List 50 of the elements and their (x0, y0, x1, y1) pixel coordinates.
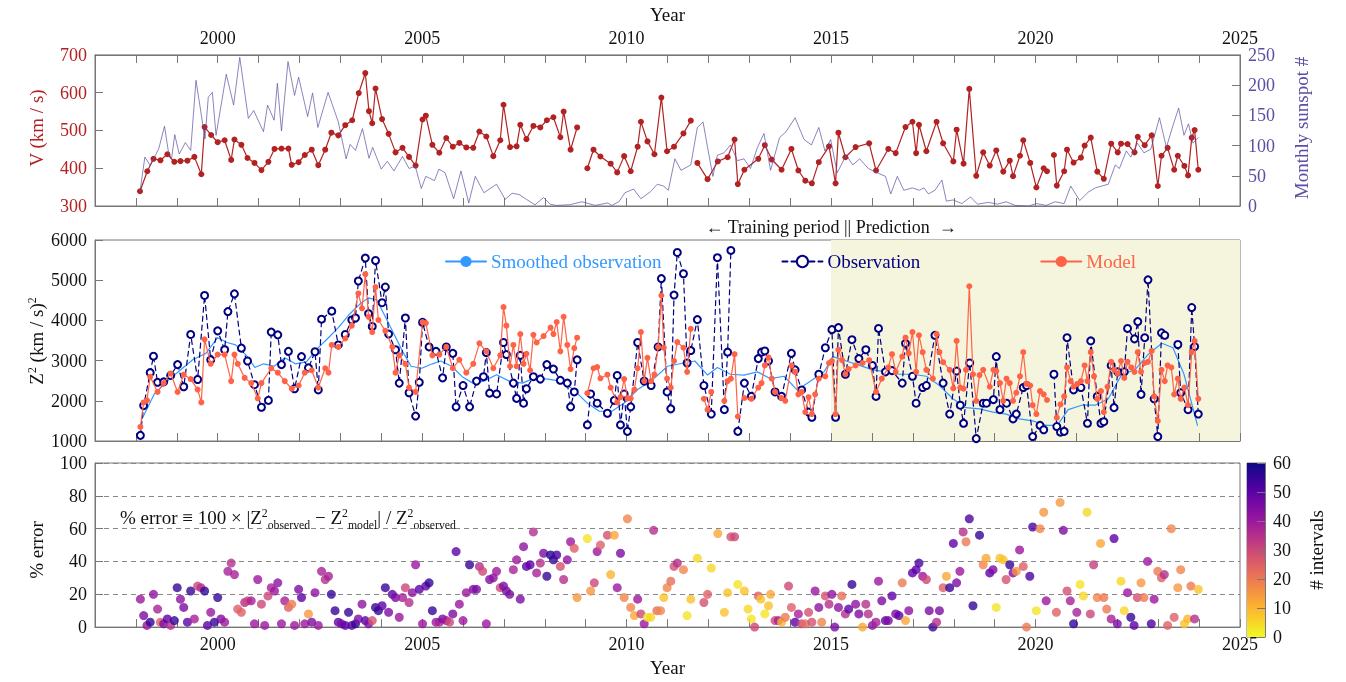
y-tick-label: 600 (60, 82, 87, 103)
y-tick-label: 6000 (51, 230, 87, 250)
color-bar-label: 0 (1273, 627, 1282, 647)
y-tick-label: 5000 (51, 270, 87, 291)
x2-tick-label: 2010 (608, 27, 645, 48)
color-bar-label: 60 (1273, 453, 1291, 473)
y-axis-title: V (km / s) (26, 88, 48, 167)
legend-label: Model (1086, 251, 1136, 272)
y-tick-label: 80 (69, 485, 87, 506)
annotation: ← Training period || Prediction → (705, 217, 957, 237)
x2-tick-label: 2020 (1017, 27, 1054, 48)
x-tick-label: 2015 (813, 634, 850, 655)
x-tick-label: 2025 (1222, 634, 1258, 655)
y-tick-label: 100 (60, 453, 87, 473)
color-bar-label: 40 (1273, 511, 1291, 531)
x2-axis-title: Year (649, 4, 686, 25)
y-tick-label: 300 (60, 196, 87, 216)
y2-tick-label: 50 (1248, 165, 1266, 186)
x-tick-label: 2000 (199, 634, 236, 655)
legend-label: Smoothed observation (491, 251, 662, 272)
y2-tick-label: 100 (1248, 135, 1275, 156)
x2-tick-label: 2005 (404, 27, 441, 48)
color-bar-label: 10 (1273, 598, 1291, 618)
y-tick-label: 0 (78, 617, 87, 638)
y-tick-label: 20 (69, 584, 87, 605)
color-bar-label: 20 (1273, 569, 1291, 589)
y-tick-label: 60 (69, 518, 87, 539)
color-bar-label: 50 (1273, 482, 1291, 502)
x-tick-label: 2020 (1017, 634, 1054, 655)
color-bar-label: 30 (1273, 540, 1291, 560)
x2-tick-label: 2015 (813, 27, 850, 48)
y-tick-label: 3000 (51, 350, 87, 371)
y2-axis-title: Monthly sunspot # (1291, 56, 1313, 199)
y-tick-label: 2000 (51, 390, 87, 411)
x2-tick-label: 2000 (199, 27, 236, 48)
legend-label: Observation (827, 251, 921, 272)
y-tick-label: 4000 (51, 310, 87, 331)
y2-tick-label: 150 (1248, 105, 1275, 126)
y-tick-label: 400 (60, 158, 87, 179)
y2-tick-label: 200 (1248, 75, 1275, 96)
y-tick-label: 500 (60, 120, 87, 141)
x-tick-label: 2005 (404, 634, 441, 655)
x-tick-label: 2010 (608, 634, 645, 655)
color-bar-title: # intervals (1306, 510, 1327, 590)
y-tick-label: 700 (60, 44, 87, 65)
x-axis-title: Year (649, 657, 686, 678)
y2-tick-label: 0 (1248, 196, 1257, 216)
y-tick-label: 40 (69, 551, 87, 572)
y-axis-title: % error (26, 521, 48, 579)
y-tick-label: 1000 (51, 431, 87, 451)
